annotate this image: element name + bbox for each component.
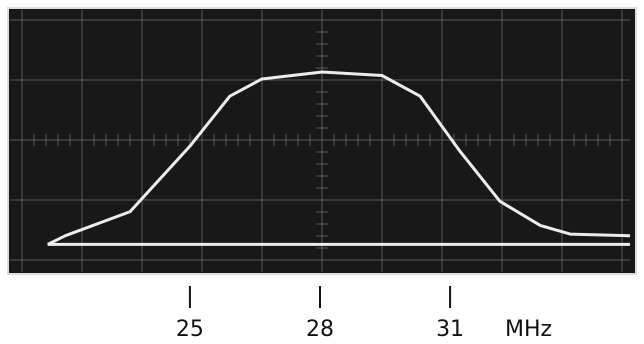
x-axis-label: MHz [505, 317, 552, 342]
x-tick-label: 28 [306, 317, 334, 342]
trace [47, 70, 631, 246]
x-tick-label: 31 [436, 317, 464, 342]
graticule [10, 10, 630, 272]
x-tick-label: 25 [176, 317, 204, 342]
